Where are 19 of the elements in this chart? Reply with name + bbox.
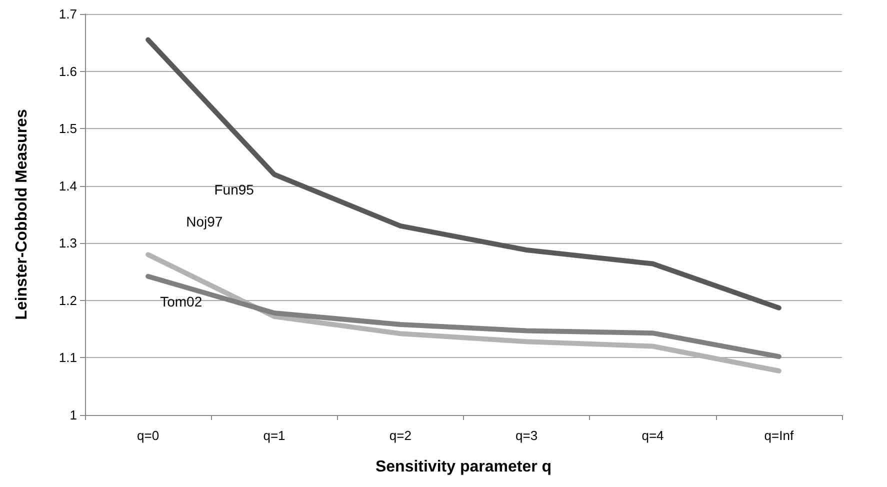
x-tick-label: q=3 (516, 428, 538, 443)
x-tick-label: q=1 (263, 428, 286, 443)
x-axis-title: Sensitivity parameter q (375, 458, 552, 476)
y-tick-label: 1.1 (58, 350, 77, 366)
y-tick-label: 1.4 (58, 178, 77, 194)
text: Noj97 (186, 214, 223, 230)
y-tick-label: 1.6 (58, 64, 77, 79)
y-tick-label: 1.2 (58, 292, 77, 308)
y-tick-label: 1.5 (58, 121, 77, 136)
x-tick-label: q=4 (642, 428, 664, 443)
series-label: Fun95 (214, 181, 254, 198)
x-tick-label: q=Inf (764, 428, 794, 443)
x-tick-label: q=0 (137, 428, 160, 443)
series-label: Tom02 (160, 293, 202, 310)
y-axis-title: Leinster-Cobbold Measures (14, 109, 30, 320)
y-tick-label: 1.3 (58, 236, 77, 251)
y-tick-label: 1 (70, 408, 77, 422)
x-tick-label: q=2 (389, 428, 412, 443)
y-tick-label: 1.7 (58, 6, 77, 22)
